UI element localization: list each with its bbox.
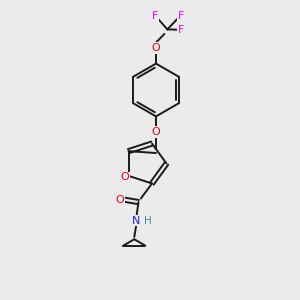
- Text: H: H: [144, 216, 152, 226]
- Text: F: F: [177, 25, 184, 35]
- Text: O: O: [152, 43, 160, 53]
- Text: N: N: [132, 216, 140, 226]
- Text: O: O: [116, 195, 124, 205]
- Text: O: O: [121, 172, 129, 182]
- Text: F: F: [152, 11, 158, 21]
- Text: F: F: [177, 11, 184, 21]
- Text: O: O: [152, 127, 160, 137]
